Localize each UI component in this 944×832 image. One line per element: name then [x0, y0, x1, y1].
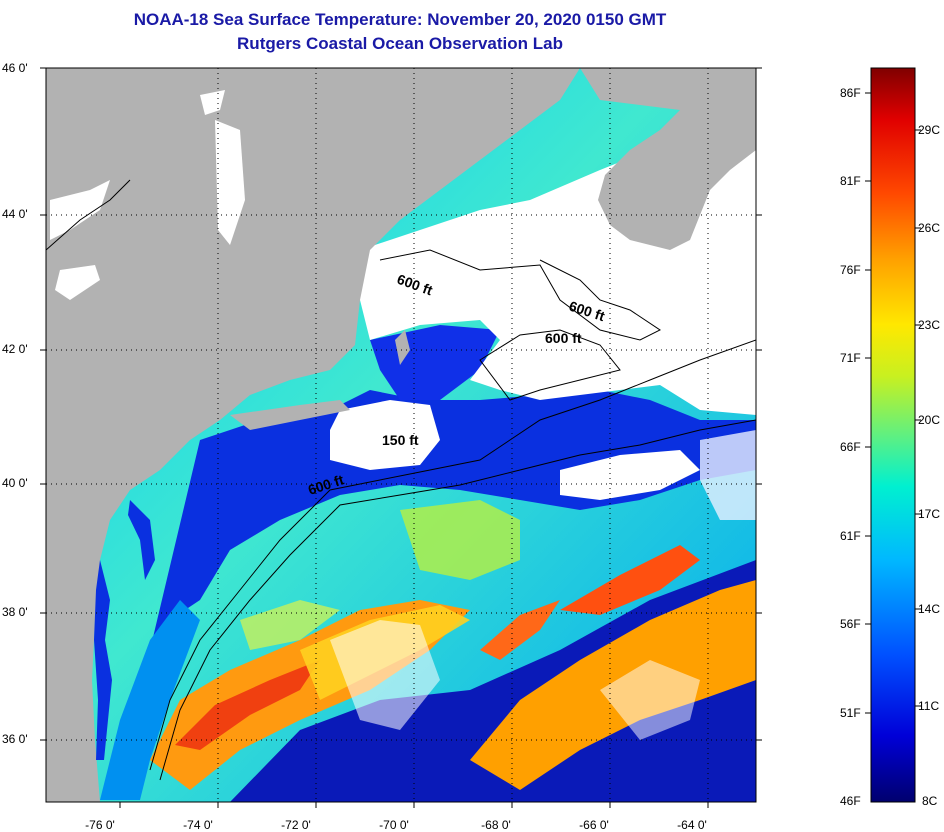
coastline-detail	[46, 179, 131, 251]
cb-c-8: 8C	[922, 794, 938, 808]
map-subtitle: Rutgers Coastal Ocean Observation Lab	[237, 34, 563, 53]
lat-label-36: 36 0'	[2, 732, 28, 746]
map-ticks	[40, 67, 762, 808]
land-us-northeast	[46, 68, 580, 802]
lake-champlain	[215, 120, 245, 245]
cb-c-20: 20C	[918, 413, 941, 427]
lat-label-38: 38 0'	[2, 605, 28, 619]
cb-f-71: 71F	[840, 351, 861, 365]
cb-c-26: 26C	[918, 221, 941, 235]
cold-shelf-water	[150, 390, 756, 650]
cloud-over-land	[50, 180, 110, 240]
land-long-island	[230, 400, 350, 430]
cb-c-11: 11C	[918, 699, 940, 713]
isobath-600ft-shelf	[159, 419, 756, 781]
colorbar-ticks	[865, 92, 921, 714]
map-title: NOAA-18 Sea Surface Temperature: Novembe…	[133, 10, 667, 29]
colorbar	[870, 67, 916, 803]
lon-label-70: -70 0'	[379, 818, 409, 832]
map-graticule	[46, 68, 756, 802]
land-cape-cod	[395, 330, 410, 365]
cloud-over-land-2	[200, 90, 225, 115]
warm-filament	[480, 600, 560, 660]
cb-f-81: 81F	[840, 174, 861, 188]
lon-label-68: -68 0'	[481, 818, 511, 832]
lat-label-40: 40 0'	[2, 476, 28, 490]
lat-label-42: 42 0'	[2, 342, 28, 356]
lon-label-72: -72 0'	[281, 818, 311, 832]
isobath-label-4: 150 ft	[382, 432, 419, 448]
warm-core-west	[175, 660, 320, 750]
cloud-patch-southeast	[600, 660, 700, 740]
isobath-label-3: 600 ft	[545, 330, 582, 346]
lon-label-66: -66 0'	[579, 818, 609, 832]
cloud-east	[560, 450, 700, 500]
cloud-patch-south	[330, 620, 440, 730]
shelf-eddy	[240, 600, 340, 650]
cb-f-46: 46F	[840, 794, 861, 808]
cb-c-14: 14C	[918, 602, 941, 616]
delaware-bay	[128, 500, 155, 580]
cb-f-76: 76F	[840, 263, 861, 277]
cloud-over-land-3	[55, 265, 100, 300]
lon-label-64: -64 0'	[677, 818, 707, 832]
cb-c-23: 23C	[918, 318, 941, 332]
lon-label-74: -74 0'	[183, 818, 213, 832]
cb-c-17: 17C	[918, 507, 941, 521]
land-nova-scotia	[580, 68, 756, 250]
isobath-600ft-gom	[379, 249, 661, 341]
isobath-150ft	[149, 339, 756, 771]
isobath-georges-bank	[479, 329, 621, 401]
lat-label-44: 44 0'	[2, 207, 28, 221]
cb-c-29: 29C	[918, 123, 941, 137]
map-frame	[45, 67, 757, 803]
nearshore-water	[100, 600, 200, 800]
cb-f-56: 56F	[840, 617, 861, 631]
slope-water	[400, 500, 520, 580]
cb-f-51: 51F	[840, 706, 861, 720]
cb-f-86: 86F	[840, 86, 861, 100]
cb-f-66: 66F	[840, 440, 861, 454]
lat-label-46: 46 0'	[2, 61, 28, 75]
cb-f-61: 61F	[840, 529, 861, 543]
chesapeake-bay	[94, 560, 112, 760]
cloud-far-east	[700, 430, 756, 520]
cloud-shelf	[330, 400, 440, 470]
warm-core-east	[560, 545, 700, 615]
cool-water-south	[230, 560, 756, 802]
lon-label-76: -76 0'	[85, 818, 115, 832]
